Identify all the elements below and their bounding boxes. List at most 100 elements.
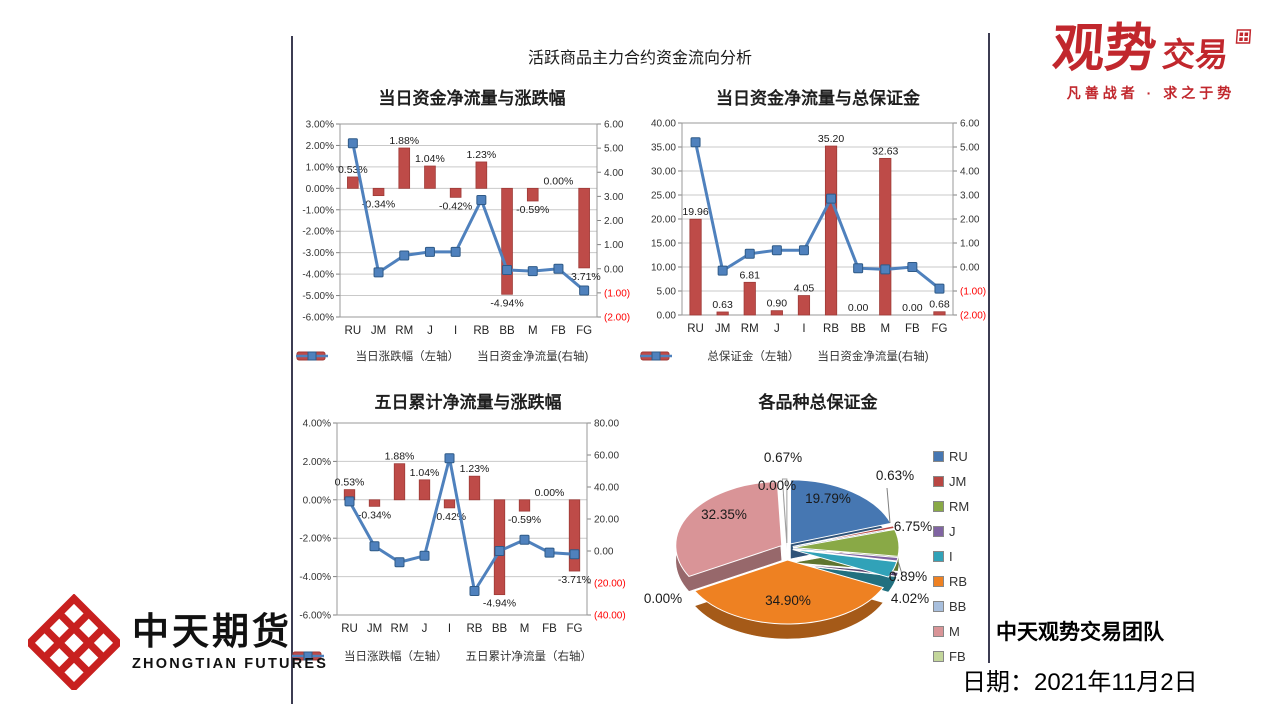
pie-legend-label: J: [949, 524, 956, 539]
pie-legend-swatch: [933, 501, 944, 512]
pie-legend-swatch: [933, 576, 944, 587]
category-label: JM: [715, 323, 730, 335]
bar-label-RU: 0.53%: [335, 477, 365, 489]
line-marker-I: [444, 453, 455, 464]
left-axis-label: 5.00: [657, 287, 677, 298]
line-marker-BB: [494, 546, 505, 556]
left-axis-label: -5.00%: [302, 291, 334, 302]
bar-label-RB: 1.23%: [460, 463, 490, 475]
pie-legend-item-RM: RM: [933, 494, 969, 519]
left-axis-label: 15.00: [651, 239, 676, 250]
right-axis-label: (2.00): [604, 313, 630, 324]
pie-legend-item-M: M: [933, 619, 969, 644]
bar-FG: [933, 311, 946, 316]
category-label: J: [427, 325, 433, 337]
legend-item: 当日涨跌幅（左轴）: [296, 348, 459, 364]
line-legend-swatch: [640, 351, 672, 361]
category-label: FB: [905, 323, 920, 335]
bar-RM: [398, 147, 411, 189]
pie-legend-swatch: [933, 551, 944, 562]
bar-label-RU: 0.53%: [338, 164, 368, 176]
right-axis-label: 20.00: [594, 515, 619, 526]
guanshi-logo-sub: 交易: [1160, 38, 1230, 74]
bar-label-J: 0.90: [767, 298, 788, 310]
right-axis-label: (2.00): [960, 311, 986, 322]
bar-M: [518, 499, 531, 512]
category-label: RM: [395, 325, 413, 337]
right-axis-label: 2.00: [604, 216, 624, 227]
pie-label-leader: [886, 487, 891, 524]
combo-chart-svg: 3.00% 2.00% 1.00% 0.00% -1.00% -2.00% -3.00% -4…: [302, 120, 630, 338]
line-marker-FG: [934, 283, 945, 294]
line-series: [694, 141, 941, 290]
right-axis-label: 0.00: [960, 263, 980, 274]
pie-slice-M: [675, 481, 783, 578]
bar-label-RB: 35.20: [818, 133, 844, 145]
pie-label-BB: 0.00%: [644, 591, 682, 606]
right-axis-label: 6.00: [604, 120, 624, 131]
left-axis-label: 1.00%: [306, 162, 334, 173]
left-axis-label: -2.00%: [299, 534, 331, 545]
pie-slice-I: [792, 549, 898, 578]
bar-J: [418, 479, 431, 501]
chart-margin-by-variety: 各品种总保证金 19.79% 0.63% 6.75% 0.89% 4.02% 34.90%…: [640, 388, 996, 698]
right-axis-label: (20.00): [594, 579, 626, 590]
pie-label-leader: [897, 560, 903, 575]
line-legend-swatch: [292, 651, 324, 661]
pie-legend-label: JM: [949, 474, 967, 489]
bar-RU: [347, 176, 359, 189]
bar-I: [449, 187, 462, 198]
bar-label-J: 1.04%: [410, 467, 440, 479]
pie-label-RM: 6.75%: [894, 519, 932, 534]
category-label: J: [422, 623, 428, 635]
legend-item: 五日累计净流量（右轴）: [292, 648, 592, 664]
legend-label: 当日资金净流量(右轴): [817, 351, 929, 363]
line-marker-M: [519, 534, 530, 545]
pie-label-JM: 0.63%: [876, 468, 914, 483]
category-label: RU: [345, 325, 362, 337]
category-label: JM: [371, 325, 386, 337]
pie-legend-item-RB: RB: [933, 569, 969, 594]
zhongtian-logo-icon: [28, 594, 120, 690]
line-marker-FB: [553, 263, 564, 274]
category-label: RB: [823, 323, 839, 335]
left-axis-label: 2.00%: [303, 457, 331, 468]
pie-legend-item-I: I: [933, 544, 969, 569]
right-axis-label: 40.00: [594, 483, 619, 494]
bar-RB: [475, 161, 488, 189]
bar-RM: [393, 463, 406, 501]
chart-title: 当日资金净流量与涨跌幅: [378, 89, 566, 108]
pie-legend-item-J: J: [933, 519, 969, 544]
left-axis-label: 35.00: [651, 143, 676, 154]
combo-chart-svg: 40.00 35.00 30.00 25.00 20.00 15.00 10.00 5.00 0…: [651, 119, 986, 336]
right-axis-label: 1.00: [960, 239, 980, 250]
pie-legend-swatch: [933, 601, 944, 612]
bar-label-RU: 19.96: [682, 206, 708, 218]
left-axis-label: 10.00: [651, 263, 676, 274]
category-label: M: [528, 325, 538, 337]
left-axis-label: -1.00%: [302, 205, 334, 216]
left-axis-label: 3.00%: [306, 120, 334, 131]
bar-label-JM: -0.34%: [358, 509, 391, 521]
guanshi-tagline: 凡善战者 · 求之于势: [1066, 85, 1236, 101]
pie-slice-FG: [781, 478, 788, 544]
left-axis-label: -3.00%: [302, 248, 334, 259]
line-marker-RM: [399, 250, 410, 261]
legend-label: 当日涨跌幅（左轴）: [344, 651, 448, 663]
bar-label-RM: 1.88%: [385, 451, 415, 463]
bar-RM: [743, 281, 756, 316]
line-series: [351, 143, 586, 292]
legend-item: 当日涨跌幅（左轴）: [292, 648, 448, 664]
pie-slice-RU: [789, 479, 892, 545]
right-axis-label: 2.00: [960, 215, 980, 226]
pie-label-M: 32.35%: [701, 507, 747, 522]
category-label: JM: [367, 623, 382, 635]
bar-label-FG: -3.71%: [558, 574, 591, 586]
left-axis-label: -2.00%: [302, 227, 334, 238]
left-border-line: [291, 36, 293, 704]
category-label: I: [802, 323, 805, 335]
plot-border: [339, 123, 598, 318]
pie-legend-item-BB: BB: [933, 594, 969, 619]
pie-legend-swatch: [933, 626, 944, 637]
